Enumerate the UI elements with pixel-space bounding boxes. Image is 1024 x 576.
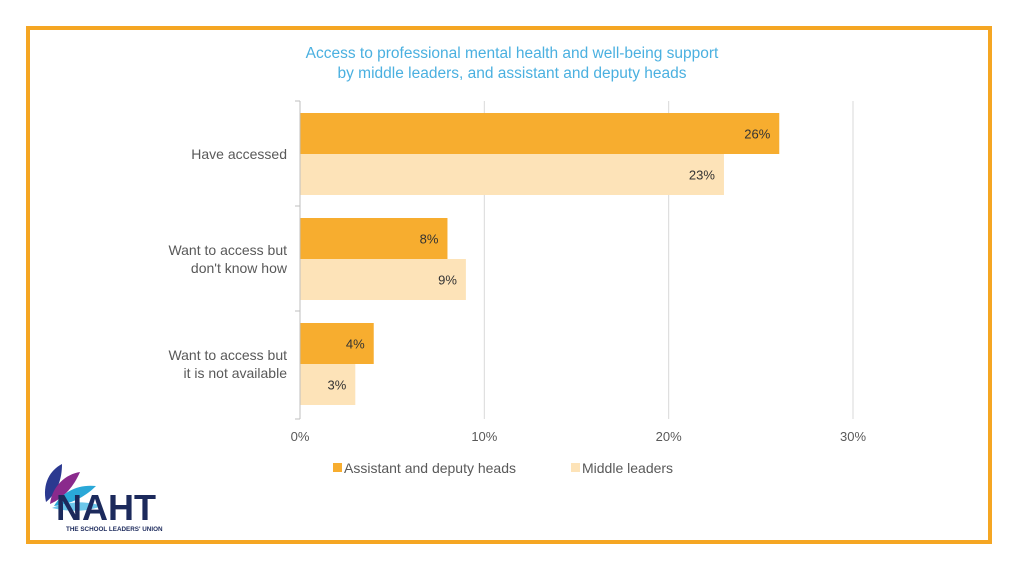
- x-tick-label: 30%: [840, 429, 866, 444]
- petal-logo-icon: [44, 464, 102, 511]
- category-label: Want to access but: [168, 347, 287, 363]
- naht-logo: NAHT THE SCHOOL LEADERS' UNION: [44, 464, 163, 533]
- category-label: don't know how: [191, 260, 288, 276]
- data-label: 26%: [744, 127, 770, 142]
- bar: [300, 154, 724, 195]
- bar: [300, 259, 466, 300]
- legend-label: Middle leaders: [582, 460, 673, 476]
- bar: [300, 113, 780, 154]
- chart-title-line: Access to professional mental health and…: [306, 45, 719, 62]
- data-label: 3%: [328, 378, 347, 393]
- chart-title-line: by middle leaders, and assistant and dep…: [338, 65, 687, 82]
- x-tick-labels: 0% 10% 20% 30%: [291, 429, 867, 444]
- bar: [300, 364, 356, 405]
- category-label: it is not available: [183, 365, 287, 381]
- category-labels: Have accessed Want to access but don't kno…: [168, 146, 287, 381]
- chart-frame: [26, 26, 992, 544]
- bar: [300, 218, 448, 259]
- bars: 26% 23% 8% 9% 4% 3%: [300, 113, 780, 405]
- y-axis: [295, 100, 301, 420]
- bar: [300, 323, 374, 364]
- legend-swatch: [571, 463, 580, 472]
- data-label: 23%: [689, 168, 715, 183]
- x-tick-label: 20%: [656, 429, 682, 444]
- data-label: 9%: [438, 273, 457, 288]
- logo-wordmark: NAHT: [56, 487, 156, 528]
- x-tick-label: 10%: [471, 429, 497, 444]
- data-label: 4%: [346, 337, 365, 352]
- chart-title: Access to professional mental health and…: [306, 45, 719, 82]
- legend-label: Assistant and deputy heads: [344, 460, 516, 476]
- data-label: 8%: [420, 232, 439, 247]
- logo-tagline: THE SCHOOL LEADERS' UNION: [66, 526, 163, 533]
- legend-swatch: [333, 463, 342, 472]
- legend: Assistant and deputy heads Middle leaders: [333, 460, 673, 476]
- category-label: Want to access but: [168, 242, 287, 258]
- x-tick-label: 0%: [291, 429, 310, 444]
- category-label: Have accessed: [191, 146, 287, 162]
